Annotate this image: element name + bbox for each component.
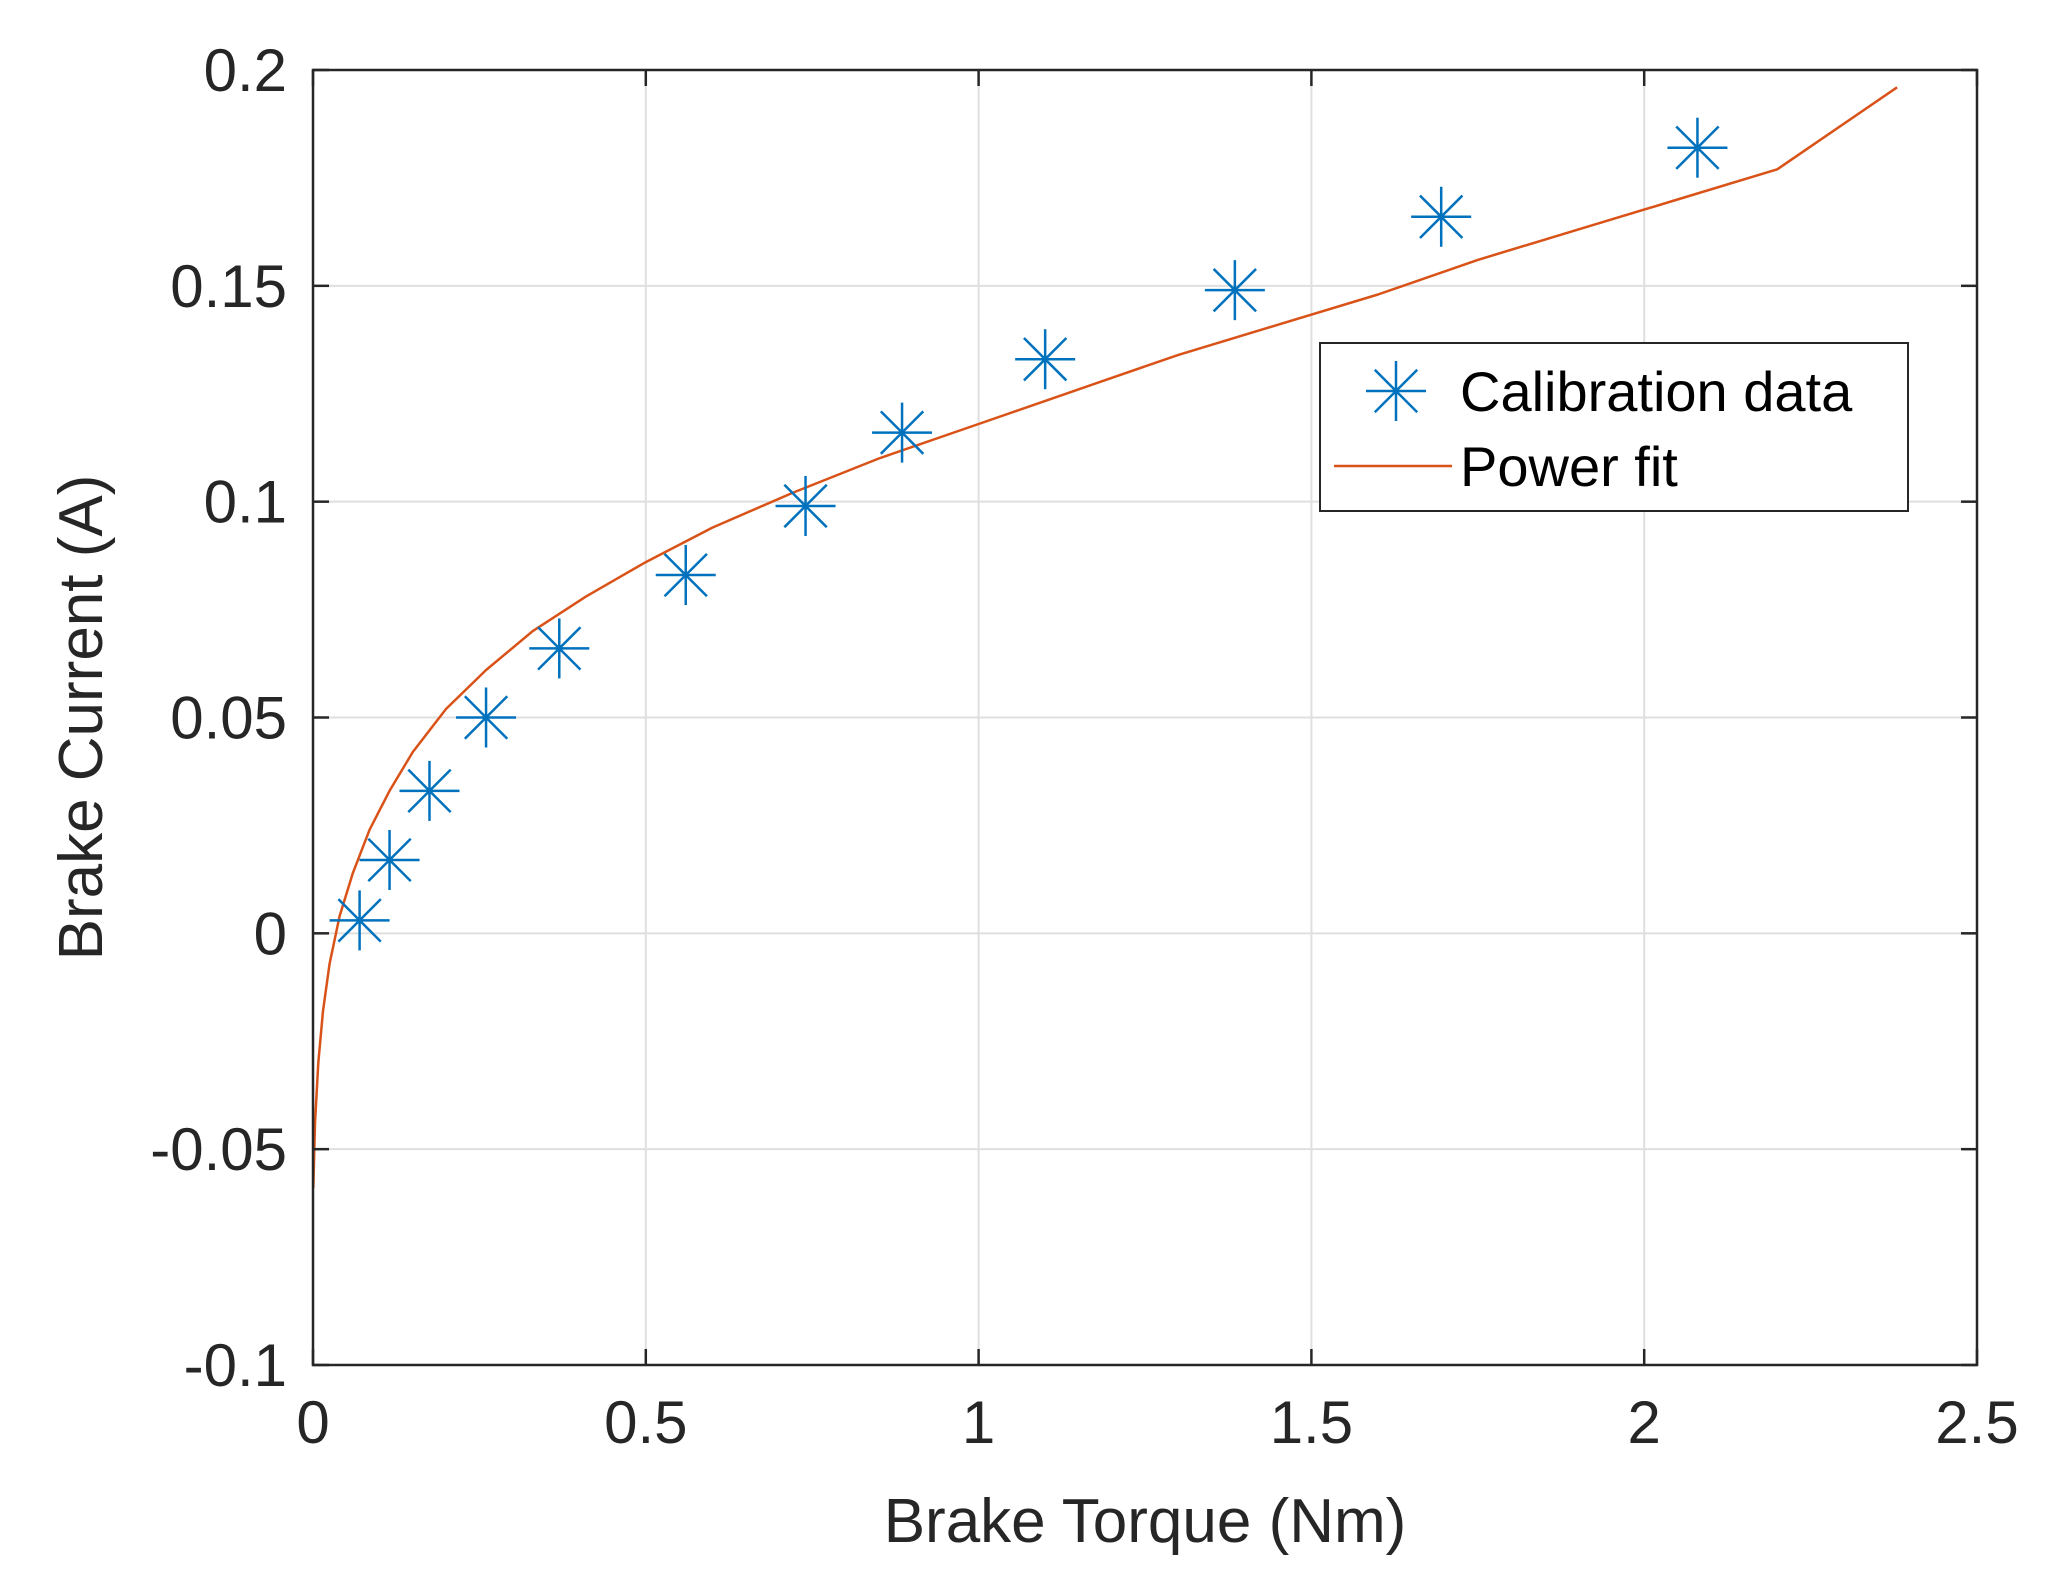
- y-tick-label: 0: [254, 900, 287, 967]
- x-tick-label: 0.5: [604, 1389, 687, 1456]
- marker-stroke: [407, 768, 452, 813]
- marker-stroke: [1419, 194, 1464, 239]
- calibration-point: [456, 687, 517, 748]
- calibration-point: [399, 760, 460, 821]
- legend-label-calibration: Calibration data: [1460, 360, 1853, 423]
- power-fit-line: [312, 86, 1898, 1189]
- y-tick-label: -0.1: [184, 1332, 287, 1399]
- marker-stroke: [337, 898, 382, 943]
- y-tick-label: 0.15: [170, 253, 287, 320]
- marker-stroke: [367, 837, 412, 883]
- calibration-point: [359, 829, 420, 890]
- legend: Calibration data Power fit: [1319, 342, 1909, 512]
- y-tick-label: 0.1: [204, 469, 287, 536]
- plot-series: [312, 86, 1898, 1189]
- marker-stroke: [663, 552, 708, 598]
- x-tick-label: 0: [296, 1389, 329, 1456]
- ticks: [311, 68, 1979, 1367]
- calibration-point: [329, 890, 390, 951]
- marker-stroke: [1373, 368, 1419, 414]
- y-tick-label: 0.05: [170, 685, 287, 752]
- calibration-point: [872, 402, 933, 463]
- marker-stroke: [783, 483, 828, 529]
- marker-stroke: [463, 695, 509, 740]
- legend-calibration-marker: [1366, 361, 1426, 421]
- calibration-point: [529, 618, 590, 679]
- calibration-point: [655, 545, 716, 606]
- marker-stroke: [1675, 125, 1720, 170]
- tick-labels: 0 0.5 1 1.5 2 2.5 -0.1 -0.05 0 0.05 0.1 0.15 0.2: [150, 37, 2018, 1456]
- calibration-point: [1015, 329, 1076, 390]
- marker-stroke: [1212, 268, 1257, 313]
- y-tick-label: 0.2: [204, 37, 287, 104]
- x-tick-label: 2: [1628, 1389, 1661, 1456]
- legend-box: [1319, 342, 1909, 512]
- x-axis-title: Brake Torque (Nm): [884, 1487, 1407, 1556]
- x-tick-label: 2.5: [1935, 1389, 2018, 1456]
- x-tick-label: 1: [962, 1389, 995, 1456]
- legend-label-power-fit: Power fit: [1460, 435, 1678, 498]
- calibration-point: [1411, 186, 1472, 247]
- legend-marker-asterisk: [1366, 361, 1426, 421]
- marker-stroke: [537, 626, 582, 671]
- calibration-point: [1204, 260, 1265, 321]
- marker-stroke: [879, 410, 925, 455]
- grid: [313, 70, 1977, 1365]
- y-axis-title: Brake Current (A): [47, 475, 116, 961]
- x-tick-label: 1.5: [1270, 1389, 1353, 1456]
- marker-stroke: [1023, 337, 1068, 382]
- calibration-point: [1667, 117, 1728, 178]
- calibration-point: [775, 475, 836, 536]
- y-tick-label: -0.05: [150, 1116, 287, 1183]
